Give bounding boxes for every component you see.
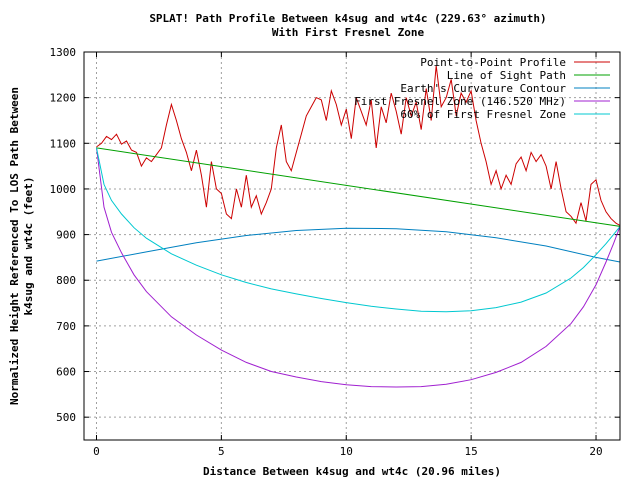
- y-axis-label-line2: k4sug and wt4c (feet): [22, 176, 35, 315]
- series-line-4: [96, 147, 621, 313]
- y-tick-label: 500: [56, 411, 76, 424]
- series-line-3: [96, 147, 621, 388]
- chart-subtitle: With First Fresnel Zone: [272, 26, 425, 39]
- chart-title: SPLAT! Path Profile Between k4sug and wt…: [149, 12, 546, 25]
- x-tick-label: 20: [589, 445, 602, 458]
- series-lines: [96, 65, 621, 388]
- plot-frame: [83, 51, 621, 441]
- legend-label-0: Point-to-Point Profile: [420, 56, 566, 69]
- y-tick-label: 1000: [50, 183, 77, 196]
- legend-label-4: 60% of First Fresnel Zone: [400, 108, 566, 121]
- y-tick-label: 900: [56, 229, 76, 242]
- x-tick-label: 5: [218, 445, 225, 458]
- x-axis-label: Distance Between k4sug and wt4c (20.96 m…: [203, 465, 501, 478]
- x-tick-label: 0: [93, 445, 100, 458]
- y-tick-label: 600: [56, 366, 76, 379]
- x-tick-label: 10: [340, 445, 353, 458]
- y-tick-label: 1200: [50, 92, 77, 105]
- axis-ticks: 0 5 10 15 20 500 600 700 800 900 1000 1100 1200 1300: [50, 46, 620, 458]
- x-tick-label: 15: [465, 445, 478, 458]
- y-tick-label: 1100: [50, 137, 77, 150]
- y-tick-label: 800: [56, 274, 76, 287]
- legend-label-3: First Fresnel Zone (146.520 MHz): [354, 95, 566, 108]
- series-line-0: [96, 65, 621, 226]
- legend-label-1: Line of Sight Path: [447, 69, 566, 82]
- y-axis-label-line1: Normalized Height Referenced To LOS Path…: [8, 87, 21, 405]
- legend-label-2: Earth's Curvature Contour: [400, 82, 566, 95]
- series-line-1: [96, 147, 621, 227]
- y-tick-label: 700: [56, 320, 76, 333]
- series-line-2: [96, 227, 621, 263]
- y-tick-label: 1300: [50, 46, 77, 59]
